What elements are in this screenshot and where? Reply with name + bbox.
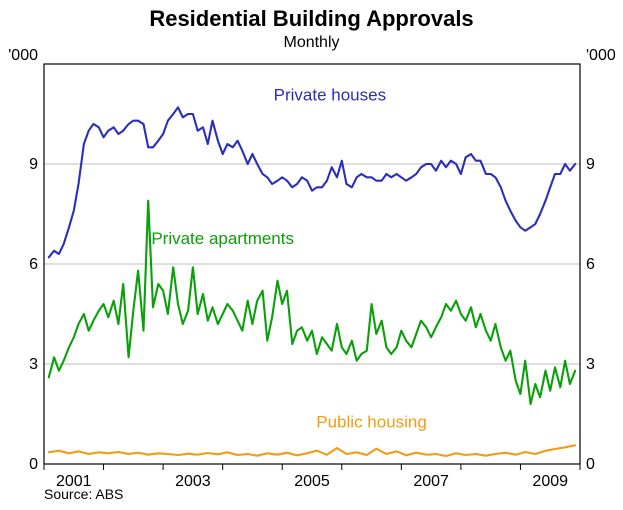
chart-container: Residential Building Approvals Monthly 0… <box>0 0 623 510</box>
chart-plot: 00336699'000'00020012003200520072009Priv… <box>0 0 623 510</box>
chart-source: Source: ABS <box>44 486 123 502</box>
svg-text:3: 3 <box>29 356 38 373</box>
series-label: Private houses <box>274 86 386 105</box>
svg-text:9: 9 <box>29 156 38 173</box>
series-label: Private apartments <box>151 229 294 248</box>
series-public-housing <box>49 445 575 456</box>
series-private-houses <box>49 107 575 257</box>
svg-text:2007: 2007 <box>413 473 449 490</box>
svg-text:3: 3 <box>586 356 595 373</box>
svg-text:2003: 2003 <box>175 473 211 490</box>
svg-text:2005: 2005 <box>294 473 330 490</box>
svg-text:0: 0 <box>29 456 38 473</box>
svg-text:2009: 2009 <box>532 473 568 490</box>
svg-text:'000: '000 <box>586 47 616 64</box>
series-label: Public housing <box>316 412 427 431</box>
svg-text:'000: '000 <box>8 47 38 64</box>
svg-text:6: 6 <box>29 256 38 273</box>
series-private-apartments <box>49 201 575 404</box>
svg-text:9: 9 <box>586 156 595 173</box>
svg-text:0: 0 <box>586 456 595 473</box>
svg-text:6: 6 <box>586 256 595 273</box>
